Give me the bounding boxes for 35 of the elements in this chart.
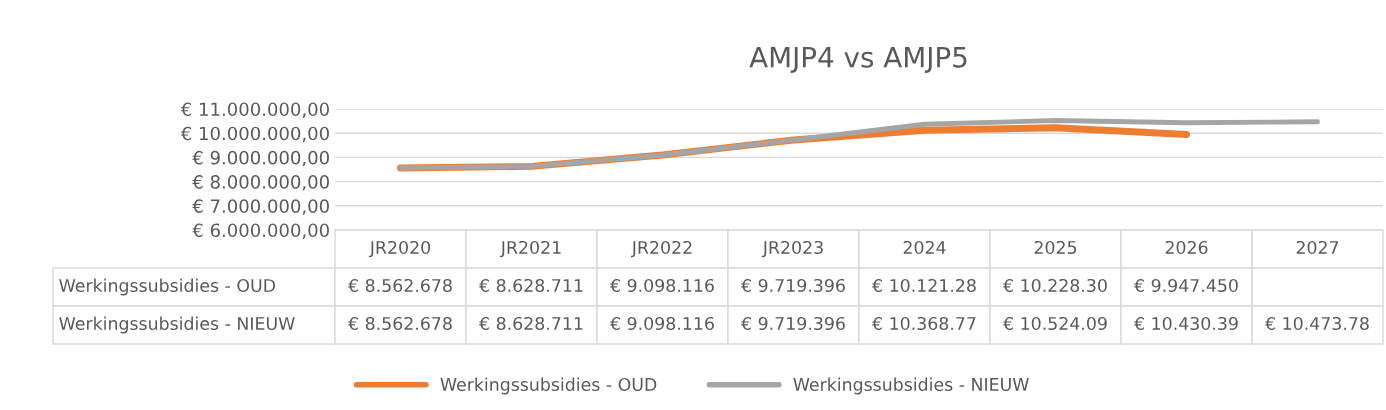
y-tick-label: € 8.000.000,00 (192, 175, 329, 191)
data-label: € 10.473.78 (1265, 316, 1369, 331)
y-tick-label: € 7.000.000,00 (192, 199, 329, 215)
data-label: € 9.719.396 (741, 278, 845, 293)
x-tick-label: 2026 (1165, 240, 1208, 255)
data-label: € 10.368.77 (872, 316, 976, 331)
y-tick-label: € 6.000.000,00 (192, 223, 329, 239)
data-label: € 9.947.450 (1134, 278, 1238, 293)
data-label: € 8.628.711 (479, 316, 583, 331)
x-tick-label: 2024 (903, 240, 946, 255)
line-series (398, 118, 1320, 171)
text: Werkingssubsidies - NIEUW (59, 316, 295, 334)
text: Werkingssubsidies - OUD (59, 278, 276, 296)
data-label: € 10.524.09 (1003, 316, 1107, 331)
x-tick-label: 2025 (1034, 240, 1077, 255)
x-tick-label: JR2023 (761, 240, 823, 258)
data-label: € 9.098.116 (610, 278, 714, 293)
data-label: € 9.719.396 (741, 316, 845, 331)
chart-title: AMJP4 vs AMJP5 (749, 47, 967, 73)
x-tick-label: JR2022 (630, 240, 692, 258)
data-label: € 8.628.711 (479, 278, 583, 293)
x-tick-label: JR2020 (368, 240, 431, 258)
legend-label: Werkingssubsidies - OUD (440, 377, 657, 395)
data-label: € 10.228.30 (1003, 278, 1107, 293)
data-label: € 8.562.678 (348, 278, 452, 293)
data-label: € 10.121.28 (872, 278, 976, 293)
data-label: € 9.098.116 (610, 316, 714, 331)
y-tick-label: € 9.000.000,00 (192, 150, 329, 167)
y-tick-label: € 10.000.000,00 (180, 126, 329, 143)
x-tick-label: JR2021 (499, 240, 561, 258)
y-tick-label: € 11.000.000,00 (180, 102, 329, 118)
x-tick-label: 2027 (1296, 240, 1339, 255)
data-label: € 8.562.678 (348, 316, 452, 331)
legend-label: Werkingssubsidies - NIEUW (793, 377, 1029, 395)
data-label: € 10.430.39 (1134, 316, 1238, 331)
